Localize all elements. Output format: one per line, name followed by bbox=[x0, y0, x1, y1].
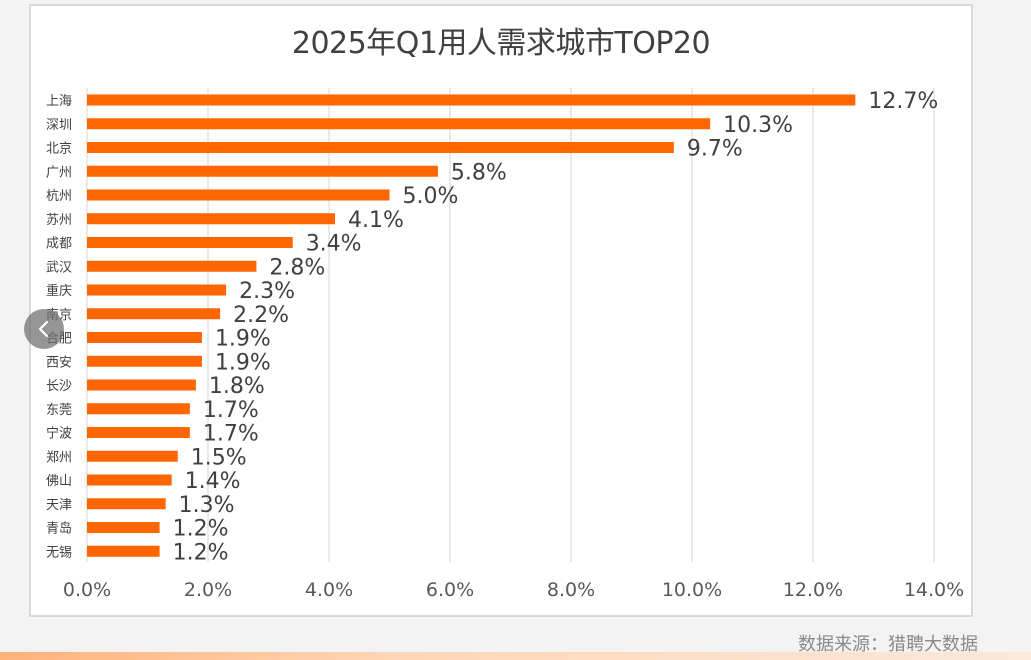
bar bbox=[87, 308, 221, 320]
value-label: 1.4% bbox=[185, 469, 241, 494]
bar bbox=[87, 284, 227, 296]
bar bbox=[87, 118, 711, 130]
bar bbox=[87, 213, 336, 225]
x-tick-label: 2.0% bbox=[184, 579, 232, 601]
category-label: 宁波 bbox=[46, 426, 72, 442]
chart-title: 2025年Q1用人需求城市TOP20 bbox=[291, 26, 711, 61]
bar bbox=[87, 403, 190, 415]
value-label: 1.7% bbox=[203, 398, 259, 423]
bar bbox=[87, 260, 257, 272]
value-label: 1.2% bbox=[173, 517, 229, 542]
x-tick-label: 0.0% bbox=[63, 579, 111, 601]
category-label: 天津 bbox=[46, 498, 72, 513]
x-tick-label: 8.0% bbox=[547, 579, 595, 601]
bar bbox=[87, 165, 438, 177]
value-label: 1.9% bbox=[215, 350, 271, 375]
value-labels: 12.7% 10.3%9.7% 5.8%5.0%4.1%3.4%2.8%2.3%2.… bbox=[173, 89, 939, 565]
category-label: 东莞 bbox=[46, 403, 72, 418]
bar bbox=[87, 332, 202, 343]
value-label: 2.8% bbox=[269, 255, 325, 280]
category-label: 佛山 bbox=[46, 474, 72, 489]
value-label: 5.0% bbox=[403, 184, 459, 209]
value-label: 2.3% bbox=[239, 279, 295, 304]
bar bbox=[87, 142, 674, 153]
category-label: 郑州 bbox=[46, 450, 72, 465]
bar bbox=[87, 450, 178, 462]
x-tick-label: 6.0% bbox=[426, 579, 474, 601]
x-tick-label: 10.0% bbox=[662, 579, 722, 601]
x-tick-label: 12.0% bbox=[783, 579, 843, 601]
category-label: 长沙 bbox=[46, 379, 72, 394]
bar bbox=[87, 94, 856, 106]
x-tick-label: 4.0% bbox=[305, 579, 353, 601]
category-label: 深圳 bbox=[46, 118, 72, 133]
value-label: 1.7% bbox=[203, 422, 259, 447]
category-label: 杭州 bbox=[46, 189, 72, 204]
value-label: 1.9% bbox=[215, 327, 271, 352]
chevron-left-icon bbox=[38, 320, 49, 338]
x-axis: 0.0% 2.0% 4.0% 6.0% 8.0% 10.0% 12.0% 14.0% bbox=[63, 579, 964, 601]
bar bbox=[87, 522, 160, 533]
category-label: 成都 bbox=[46, 237, 72, 252]
x-tick-label: 14.0% bbox=[904, 579, 964, 601]
source-note: 数据来源：猎聘大数据 bbox=[798, 634, 978, 655]
bar bbox=[87, 237, 293, 248]
category-label: 北京 bbox=[46, 142, 72, 157]
bottom-decoration bbox=[0, 652, 1031, 660]
value-label: 5.8% bbox=[451, 160, 507, 185]
category-label: 苏州 bbox=[46, 212, 72, 228]
category-label: 武汉 bbox=[46, 260, 72, 275]
bar bbox=[87, 379, 196, 391]
previous-button[interactable] bbox=[24, 309, 64, 349]
category-label: 西安 bbox=[46, 355, 72, 370]
value-label: 9.7% bbox=[687, 137, 743, 162]
value-label: 1.3% bbox=[179, 493, 235, 518]
bars bbox=[87, 94, 856, 557]
category-label: 重庆 bbox=[46, 283, 72, 299]
category-label: 广州 bbox=[46, 165, 72, 180]
value-label: 3.4% bbox=[306, 232, 362, 257]
bar bbox=[87, 498, 166, 510]
category-label: 青岛 bbox=[46, 521, 72, 537]
value-label: 4.1% bbox=[348, 208, 404, 233]
value-label: 10.3% bbox=[723, 113, 793, 138]
category-label: 无锡 bbox=[46, 545, 72, 560]
category-labels: 上海深圳北京广州杭州苏州成都武汉重庆南京合肥西安长沙东莞宁波郑州佛山天津青岛无锡 bbox=[46, 94, 72, 560]
value-label: 1.8% bbox=[209, 374, 265, 399]
bar bbox=[87, 427, 190, 438]
value-label: 1.2% bbox=[173, 540, 229, 565]
value-label: 1.5% bbox=[191, 445, 247, 470]
bar bbox=[87, 355, 202, 367]
bar bbox=[87, 545, 160, 557]
bar bbox=[87, 189, 390, 201]
value-label: 2.2% bbox=[233, 303, 289, 328]
bar bbox=[87, 474, 172, 486]
value-label: 12.7% bbox=[868, 89, 938, 114]
category-label: 上海 bbox=[46, 94, 72, 109]
